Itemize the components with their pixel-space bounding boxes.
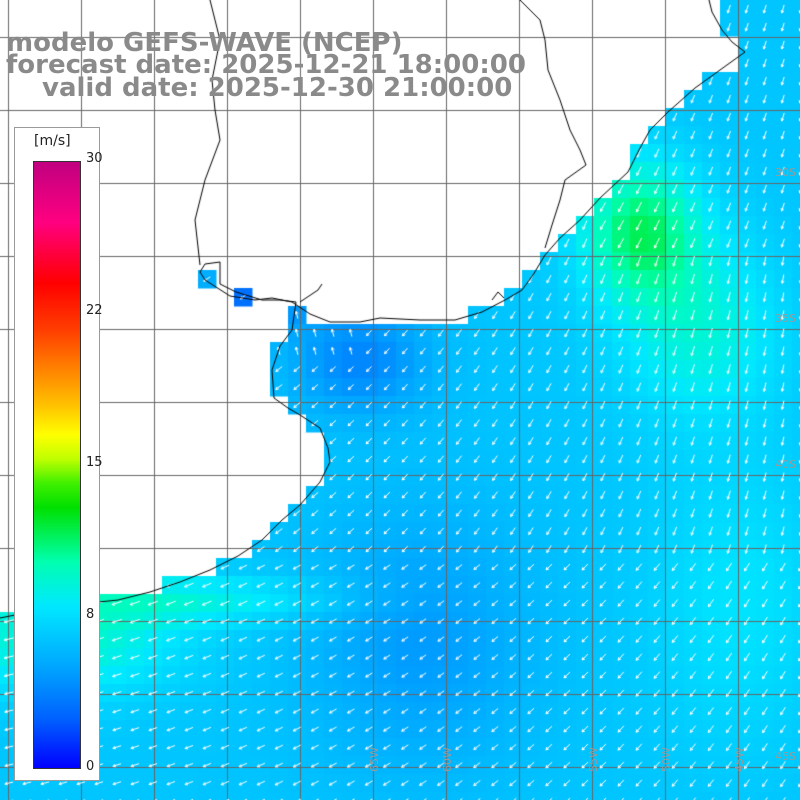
forecast-date: forecast date: 2025-12-21 18:00:00 [6, 50, 526, 80]
model-title: modelo GEFS-WAVE (NCEP) [6, 28, 403, 58]
colorbar-tick-8: 8 [86, 607, 95, 622]
colorbar-tick-15: 15 [86, 455, 103, 470]
latitude-label: 35S [775, 312, 796, 325]
latitude-label: 30S [775, 166, 796, 179]
longitude-label: 55W [587, 747, 600, 772]
longitude-label: 50W [660, 747, 673, 772]
colorbar-unit: [m/s] [34, 133, 71, 149]
longitude-label: 65W [368, 747, 381, 772]
colorbar-ramp [33, 161, 81, 769]
colorbar-tick-22: 22 [86, 303, 103, 318]
longitude-label: 60W [441, 747, 454, 772]
valid-date: valid date: 2025-12-30 21:00:00 [42, 73, 513, 103]
colorbar-tick-30: 30 [86, 151, 103, 166]
colorbar-tick-0: 0 [86, 759, 95, 774]
longitude-label: 45W [733, 747, 746, 772]
latitude-label: 45S [775, 750, 796, 763]
latitude-label: 40S [775, 458, 796, 471]
